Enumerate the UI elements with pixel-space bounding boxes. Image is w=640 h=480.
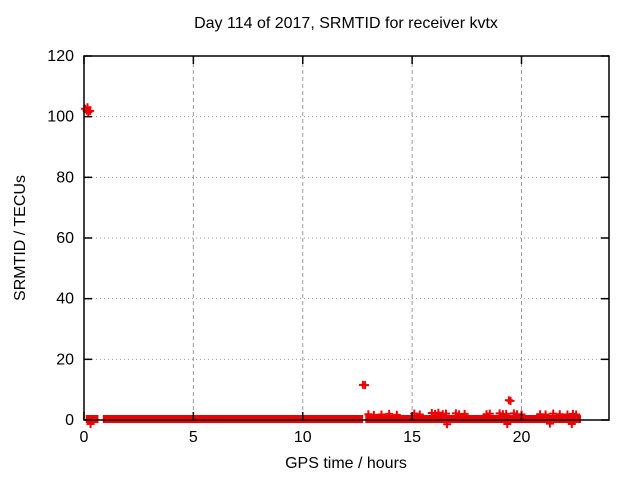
data-marker [442,409,451,418]
data-marker [460,409,469,418]
data-marker [567,419,576,428]
data-markers [81,103,581,429]
data-marker [392,410,401,419]
plot-border [83,55,610,421]
tick-labels: 0 5 10 15 20 0 20 40 60 80 100 120 [47,48,530,446]
x-tick-label: 20 [513,429,531,446]
data-marker [415,410,424,419]
zero-band-segment [102,414,364,424]
y-axis-label: SRMTID / TECUs [12,175,29,301]
y-tick-label: 100 [47,109,74,126]
zero-band-segment [85,414,99,424]
data-marker [369,410,378,419]
x-tick-label: 0 [80,429,89,446]
data-marker [434,408,443,417]
data-marker [503,419,512,428]
grid-lines [84,56,609,420]
zero-band-segment [365,414,581,424]
data-marker [545,419,554,428]
data-marker [485,409,494,418]
y-tick-label: 80 [56,169,74,186]
data-marker [502,409,511,418]
x-tick-label: 5 [189,429,198,446]
chart-title: Day 114 of 2017, SRMTID for receiver kvt… [194,15,498,32]
data-marker [541,410,550,419]
data-marker [506,396,515,405]
data-marker [443,420,452,429]
data-marker [385,409,394,418]
y-tick-label: 20 [56,351,74,368]
x-axis-label: GPS time / hours [285,455,407,472]
y-tick-label: 120 [47,48,74,65]
data-marker [572,410,581,419]
x-tick-label: 15 [403,429,421,446]
data-marker [555,410,564,419]
plot-frame-and-ticks [83,55,610,421]
y-tick-label: 60 [56,230,74,247]
data-marker [361,381,370,390]
data-marker [377,410,386,419]
data-marker [86,419,95,428]
data-marker [86,106,95,115]
y-tick-label: 40 [56,291,74,308]
y-tick-label: 0 [65,412,74,429]
zero-band-markers [85,414,581,424]
x-tick-label: 10 [294,429,312,446]
